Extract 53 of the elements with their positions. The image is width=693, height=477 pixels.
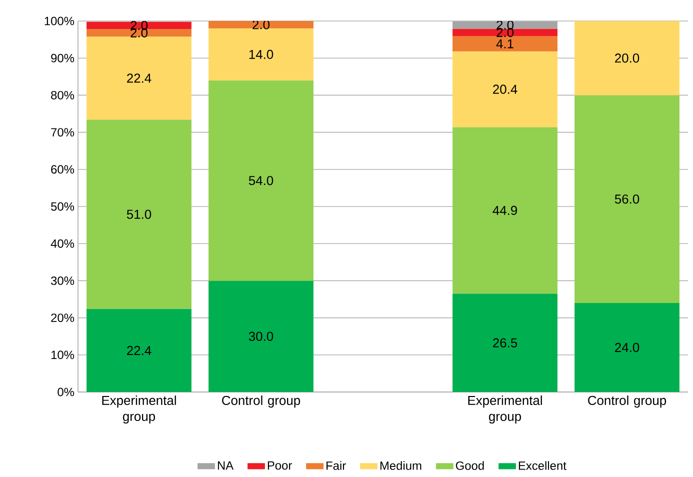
- y-tick-label: 30%: [51, 276, 74, 285]
- y-tick-label: 100%: [44, 16, 74, 26]
- x-tick-label: Experimental group: [102, 396, 176, 424]
- y-tick-label: 40%: [50, 239, 74, 248]
- x-tick-label: Control group: [222, 396, 300, 408]
- x-tick-label: Experimental group: [468, 396, 542, 424]
- bar: [452, 36, 558, 52]
- y-tick-label: 60%: [51, 165, 74, 174]
- bar: [86, 120, 192, 309]
- y-tick-label: 20%: [51, 314, 74, 322]
- data-label: 26.5: [493, 338, 518, 348]
- data-label: 22.4: [127, 346, 152, 355]
- legend-label: NA: [218, 461, 234, 470]
- bar: [208, 20, 314, 28]
- legend-label: Medium: [380, 461, 422, 470]
- data-label: 54.0: [248, 176, 274, 186]
- bar: [452, 294, 558, 392]
- y-tick-label: 70%: [51, 128, 74, 137]
- legend-label: Excellent: [518, 461, 566, 470]
- y-tick-label: 50%: [51, 202, 74, 211]
- bar: [208, 280, 314, 392]
- bar: [86, 308, 192, 392]
- y-tick-label: 0%: [58, 388, 74, 396]
- data-label: 56.0: [614, 194, 640, 204]
- bar: [208, 28, 314, 80]
- data-label: 30.0: [248, 332, 274, 341]
- y-tick-label: 10%: [51, 350, 74, 360]
- bar: [574, 302, 680, 392]
- data-label: 51.0: [126, 210, 152, 219]
- data-label: 24.0: [615, 342, 640, 352]
- bar: [452, 51, 558, 128]
- data-label: 2.0: [496, 28, 514, 38]
- data-label: 22.4: [127, 74, 152, 83]
- data-label: 14.0: [249, 50, 274, 59]
- data-label: 20.4: [493, 84, 518, 94]
- bar: [86, 36, 192, 120]
- bar: [574, 20, 680, 96]
- bar: [208, 80, 314, 281]
- legend-label: Good: [456, 461, 484, 470]
- bar: [452, 127, 558, 294]
- y-tick-label: 90%: [51, 54, 74, 62]
- data-label: 4.1: [496, 39, 514, 48]
- bar: [86, 22, 192, 30]
- data-label: 44.9: [492, 206, 517, 215]
- y-tick-label: 80%: [51, 90, 74, 100]
- bar: [86, 29, 192, 37]
- bar: [452, 21, 558, 29]
- bar: [452, 28, 558, 36]
- bar: [574, 95, 680, 303]
- x-tick-label: Control group: [588, 396, 666, 408]
- data-label: 20.0: [615, 54, 640, 63]
- legend-label: Fair: [326, 461, 346, 470]
- legend-label: Poor: [268, 461, 292, 470]
